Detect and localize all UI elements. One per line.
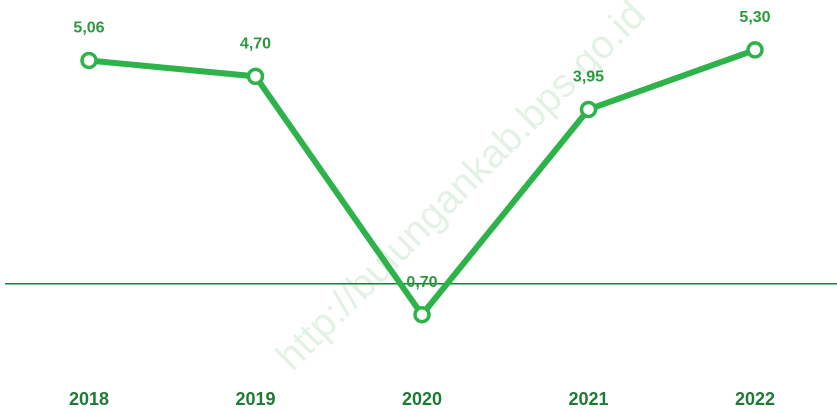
watermark: http://bulungankab.bps.go.id [268, 0, 655, 379]
x-tick-label: 2022 [735, 389, 775, 409]
point [413, 305, 431, 324]
value-label: 0,70 [406, 274, 437, 291]
x-tick-label: 2018 [69, 389, 109, 409]
point [579, 100, 598, 119]
point [80, 51, 98, 70]
point [246, 67, 265, 86]
value-label: 5,06 [73, 20, 104, 37]
x-tick-label: 2019 [235, 389, 275, 409]
point [746, 41, 764, 59]
x-tick-label: 2021 [568, 389, 608, 409]
value-label: 3,95 [573, 69, 604, 86]
value-label: 4,70 [240, 36, 271, 53]
value-label: 5,30 [739, 9, 770, 26]
x-tick-label: 2020 [402, 389, 442, 409]
